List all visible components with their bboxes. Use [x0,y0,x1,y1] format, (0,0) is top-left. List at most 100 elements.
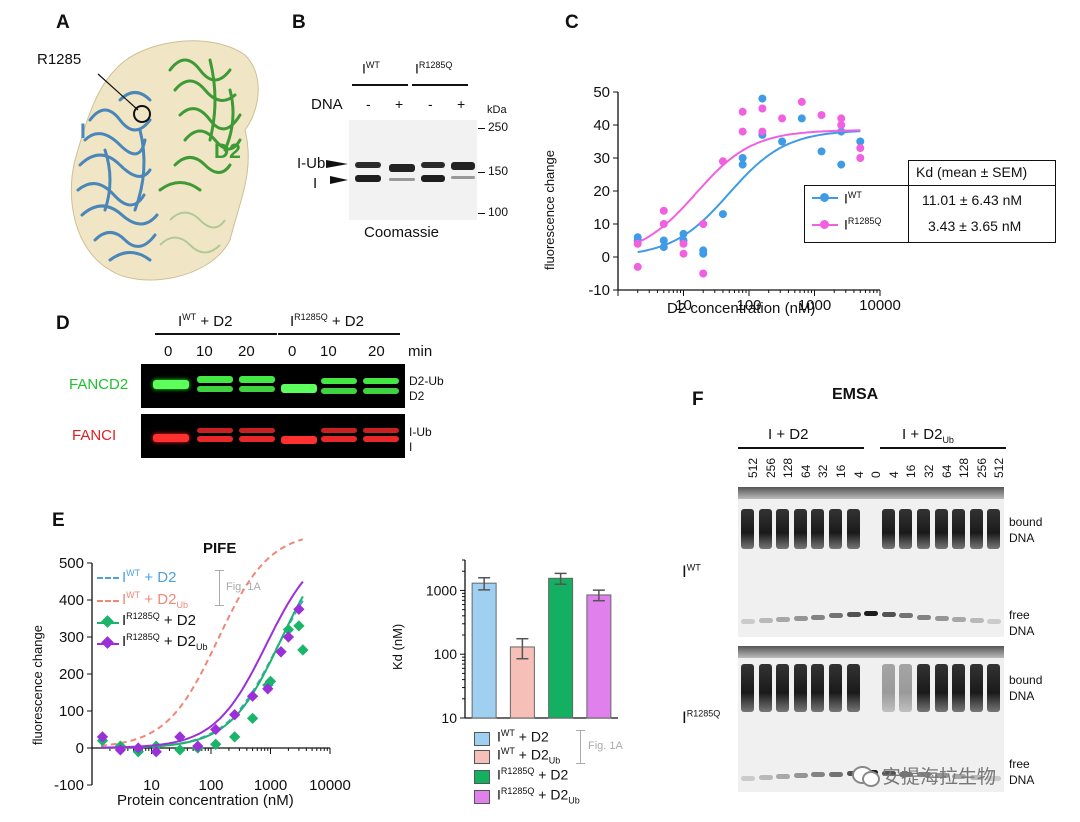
bar-2 [548,577,574,719]
emsa-free-band [881,612,896,618]
bar-ytick-label: 1000 [426,582,457,598]
emsa-free-band [741,775,755,781]
fig-ref-right: Fig. 1A [588,740,623,752]
chart-e-ytick-label: 100 [59,703,84,720]
emsa-free-band [899,771,914,777]
emsa-free-band [829,613,843,619]
binding-curve-chart: -10 0 10 20 30 40 50 10 100 1000 10000 [588,84,901,314]
chart-e-point-3 [293,603,305,615]
emsa-bound-band [952,664,966,712]
chart-e-point-3 [262,683,274,695]
d-time-2: 10 [196,343,213,360]
d2-label: D2 [409,389,425,403]
d-group-mut: IR1285Q + D2 [290,312,364,330]
emsa-bound-band [846,664,860,712]
chart-c-ytick-label: 10 [593,216,610,233]
subunit-i-label: I [80,120,86,143]
bar-legend-1: IWT + D2 [497,728,549,745]
band-arrows [326,160,348,184]
emsa-bound-band [952,509,966,549]
chart-e-point-3 [132,742,144,754]
emsa-free-band [899,613,914,619]
emsa-free-band [881,770,896,776]
watermark-text: 安提海拉生物 [882,767,997,788]
chart-c-ytick-label: 50 [593,84,610,101]
fancd2-blot [141,364,405,408]
chart-c-point-0 [738,154,747,162]
emsa-free-band [811,772,826,778]
emsa-free-band [758,618,773,624]
emsa-free-band [846,612,861,618]
emsa-gel-wt [738,487,1004,637]
i-label: I [409,440,413,454]
chart-c-xtick-label: 1000 [798,297,831,314]
d-time-3: 20 [238,343,255,360]
chart-e-ytick-label: 200 [59,666,84,683]
d-group-wt: IWT + D2 [178,312,233,330]
chart-e-point-2 [246,712,259,725]
chart-e-ytick-label: -100 [54,777,84,794]
lane-group-wt: IWT [362,60,380,77]
bar-ytick-label: 100 [434,646,458,662]
chart-e-point-3 [282,631,295,643]
marker-250: 250 [488,120,509,134]
chart-e-point-3 [210,723,222,736]
emsa-lane-label: 4 [851,471,866,478]
chart-c-xtick-label: 100 [736,297,761,314]
bar-0 [471,582,497,719]
emsa-free-band [776,774,791,779]
emsa-free-band [987,619,1002,625]
emsa-free-band [934,615,949,621]
chart-e-ytick-label: 300 [59,629,84,646]
band-label-i: I [313,175,318,192]
emsa-title: EMSA [832,386,879,403]
emsa-group-2: I + D2Ub [902,426,954,445]
chart-c-point-0 [758,94,767,103]
fancd2-label: FANCD2 [69,376,129,393]
chart-c-point-1 [837,114,846,123]
chart-c-point-1 [856,154,865,162]
coomassie-gel [349,120,477,220]
emsa-free-band [811,614,826,620]
emsa-free-band [758,774,773,780]
emsa-bound-band [776,664,790,712]
chart-c-point-1 [699,269,708,278]
emsa-bound-band [829,664,842,712]
residue-label: R1285 [37,51,82,68]
emsa-free-band [864,611,879,616]
emsa-lane-label: 32 [922,464,936,478]
subunit-d2-ribbons [158,58,242,192]
d-time-6: 20 [368,343,385,360]
emsa-lane-label: 64 [798,464,813,478]
panel-e-label: E [52,510,65,531]
emsa-lane-label: 128 [781,457,796,478]
chart-c-xtick-label: 10 [675,297,692,314]
marker-150: 150 [488,164,509,178]
chart-e-ytick-label: 500 [59,555,84,572]
free-label-2a: free [1009,757,1030,771]
emsa-bound-band [899,509,913,549]
emsa-row-mut: IR1285Q [682,708,721,727]
chart-e-point-2 [282,623,295,636]
d-time-1: 0 [164,343,173,360]
legend-e-4: IR1285Q + D2Ub [122,632,208,652]
chart-e-point-2 [297,644,309,656]
chart-c-xtick-label: 10000 [859,297,901,314]
chart-c-ytick-label: -10 [588,282,610,299]
chart-e-ylabel: fluorescence change [30,625,45,745]
emsa-free-band [917,772,931,778]
d-time-4: 0 [288,343,297,360]
emsa-free-band [776,617,791,622]
chart-c-point-1 [659,206,668,215]
legend-e-2: IWT + D2Ub [122,590,188,610]
chart-e-point-2 [210,738,222,750]
chart-e-point-3 [246,690,259,702]
chart-e-xtick-label: 1000 [254,777,287,794]
chart-c-point-0 [856,137,865,146]
kd-value-mut: 3.43 ± 3.65 nM [928,218,1022,234]
dna-label: DNA [311,96,343,113]
emsa-bound-band [934,664,948,712]
fig-ref-left: Fig. 1A [226,581,261,593]
band-label-i-ub: I-Ub [297,155,326,172]
legend-c-wt: IWT [844,190,862,207]
